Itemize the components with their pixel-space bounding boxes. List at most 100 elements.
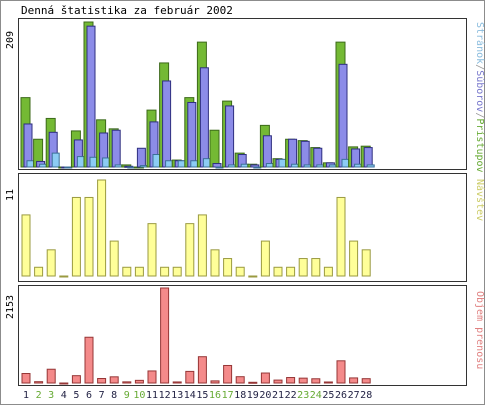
bar-pages	[26, 160, 35, 168]
x-tick-label: 14	[184, 390, 196, 401]
bar-visits	[298, 258, 308, 277]
x-tick-label: 17	[222, 390, 234, 401]
bar-pages	[127, 166, 136, 169]
bar-files	[162, 80, 172, 168]
x-tick-label: 25	[322, 390, 334, 401]
x-tick-label: 3	[48, 390, 54, 401]
bar-visits	[248, 275, 258, 278]
bar-visits	[323, 266, 333, 277]
x-tick-label: 11	[146, 390, 158, 401]
bar-transfer	[185, 370, 195, 384]
x-tick-label: 13	[171, 390, 183, 401]
bar-transfer	[160, 287, 170, 384]
x-tick-label: 28	[360, 390, 372, 401]
bar-files	[212, 163, 222, 168]
x-tick-label: 24	[310, 390, 322, 401]
bar-pages	[89, 156, 98, 168]
bar-visits	[361, 249, 371, 277]
bar-transfer	[349, 377, 359, 384]
bar-pages	[152, 154, 161, 168]
panel-mid-frame	[18, 173, 467, 282]
bar-transfer	[361, 378, 371, 384]
bar-visits	[210, 249, 220, 277]
x-tick-label: 16	[209, 390, 221, 401]
bar-visits	[235, 266, 245, 277]
x-tick-label: 22	[285, 390, 297, 401]
bar-visits	[84, 196, 94, 277]
bar-transfer	[59, 382, 69, 385]
bot-right-legend: Objem prenosu	[474, 291, 485, 369]
x-tick-label: 2	[36, 390, 42, 401]
bar-visits	[286, 266, 296, 277]
bar-transfer	[172, 381, 182, 384]
bar-pages	[228, 164, 237, 168]
bar-pages	[114, 164, 123, 168]
bar-pages	[253, 166, 262, 169]
bar-transfer	[273, 379, 283, 384]
bar-hits	[209, 129, 220, 168]
bar-visits	[273, 266, 283, 277]
legend-part: /	[474, 112, 485, 118]
bar-transfer	[97, 377, 107, 384]
bar-pages	[165, 160, 174, 168]
bar-pages	[64, 166, 73, 169]
bar-pages	[215, 166, 224, 169]
bar-visits	[59, 275, 69, 278]
bar-visits	[21, 214, 31, 277]
panel-hits-files-pages: 209 Stránok/Súborov/Prístupov	[5, 18, 485, 173]
legend-part: /	[474, 64, 485, 70]
bar-visits	[46, 249, 56, 277]
panel-top-frame	[18, 18, 467, 170]
mid-right-legend: Návštev	[474, 179, 485, 221]
panel-bot-frame	[18, 285, 467, 386]
x-tick-label: 8	[111, 390, 117, 401]
bar-transfer	[46, 368, 56, 384]
x-tick-label: 26	[335, 390, 347, 401]
bar-pages	[366, 164, 375, 168]
bar-visits	[336, 196, 346, 277]
bar-visits	[185, 223, 195, 277]
x-axis-day-labels: 1 2 3 4 5 6 7 8 9 10 11 12 13 14 15 16 17 18 19 20 21 22 23 24 2…	[23, 390, 372, 401]
bar-transfer	[197, 356, 207, 384]
bar-transfer	[147, 370, 157, 384]
bar-visits	[109, 240, 119, 277]
legend-part: Súborov	[474, 70, 485, 112]
x-tick-label: 15	[196, 390, 208, 401]
bar-pages	[265, 163, 274, 168]
bar-pages	[341, 158, 350, 168]
bar-visits	[122, 266, 132, 277]
bar-pages	[291, 163, 300, 168]
bar-files	[262, 135, 272, 168]
bar-files	[313, 147, 323, 168]
legend-part: Stránok	[474, 22, 485, 64]
bar-visits	[349, 240, 359, 277]
panel-transfer-volume: 2153 Objem prenosu	[5, 285, 485, 386]
bar-pages	[51, 152, 60, 168]
x-tick-label: 7	[99, 390, 105, 401]
bar-pages	[328, 164, 337, 168]
bar-transfer	[21, 373, 31, 384]
bar-visits	[223, 258, 233, 277]
x-tick-label: 6	[86, 390, 92, 401]
x-tick-label: 9	[124, 390, 130, 401]
bar-visits	[34, 266, 44, 277]
x-tick-label: 20	[259, 390, 271, 401]
x-tick-label: 5	[73, 390, 79, 401]
bar-transfer	[84, 336, 94, 384]
bar-transfer	[223, 364, 233, 384]
bar-pages	[202, 158, 211, 168]
bar-files	[86, 25, 96, 168]
bar-transfer	[109, 376, 119, 384]
bar-visits	[260, 240, 270, 277]
bar-visits	[147, 223, 157, 277]
bar-transfer	[210, 380, 220, 384]
bar-transfer	[248, 381, 258, 384]
x-tick-label: 10	[133, 390, 145, 401]
bar-transfer	[71, 375, 81, 384]
panel-visits: 11 Návštev	[5, 173, 485, 282]
bar-visits	[160, 266, 170, 277]
bar-files	[225, 105, 235, 168]
bar-visits	[172, 266, 182, 277]
bar-visits	[311, 258, 321, 277]
bar-pages	[39, 163, 48, 168]
